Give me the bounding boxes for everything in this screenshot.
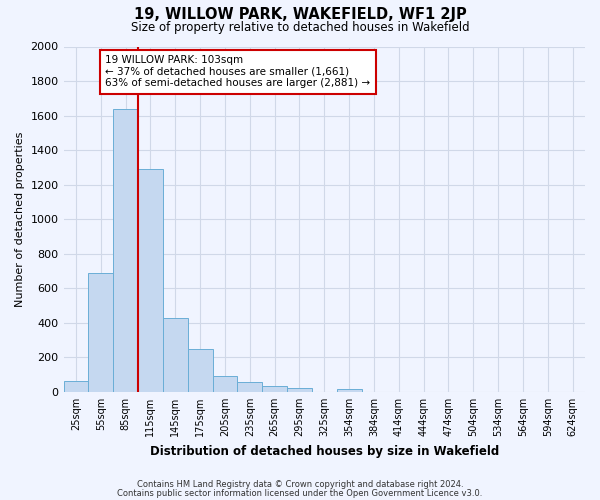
Bar xyxy=(212,376,238,392)
Bar xyxy=(337,390,362,392)
X-axis label: Distribution of detached houses by size in Wakefield: Distribution of detached houses by size … xyxy=(149,444,499,458)
Text: Contains public sector information licensed under the Open Government Licence v3: Contains public sector information licen… xyxy=(118,490,482,498)
Text: Size of property relative to detached houses in Wakefield: Size of property relative to detached ho… xyxy=(131,21,469,34)
Bar xyxy=(88,273,113,392)
Text: 19 WILLOW PARK: 103sqm
← 37% of detached houses are smaller (1,661)
63% of semi-: 19 WILLOW PARK: 103sqm ← 37% of detached… xyxy=(105,55,370,88)
Bar xyxy=(287,388,312,392)
Bar xyxy=(163,318,188,392)
Bar xyxy=(113,108,138,392)
Text: Contains HM Land Registry data © Crown copyright and database right 2024.: Contains HM Land Registry data © Crown c… xyxy=(137,480,463,489)
Text: 19, WILLOW PARK, WAKEFIELD, WF1 2JP: 19, WILLOW PARK, WAKEFIELD, WF1 2JP xyxy=(134,8,466,22)
Bar xyxy=(262,386,287,392)
Bar xyxy=(238,382,262,392)
Bar xyxy=(188,349,212,392)
Y-axis label: Number of detached properties: Number of detached properties xyxy=(15,132,25,307)
Bar xyxy=(138,169,163,392)
Bar xyxy=(64,380,88,392)
